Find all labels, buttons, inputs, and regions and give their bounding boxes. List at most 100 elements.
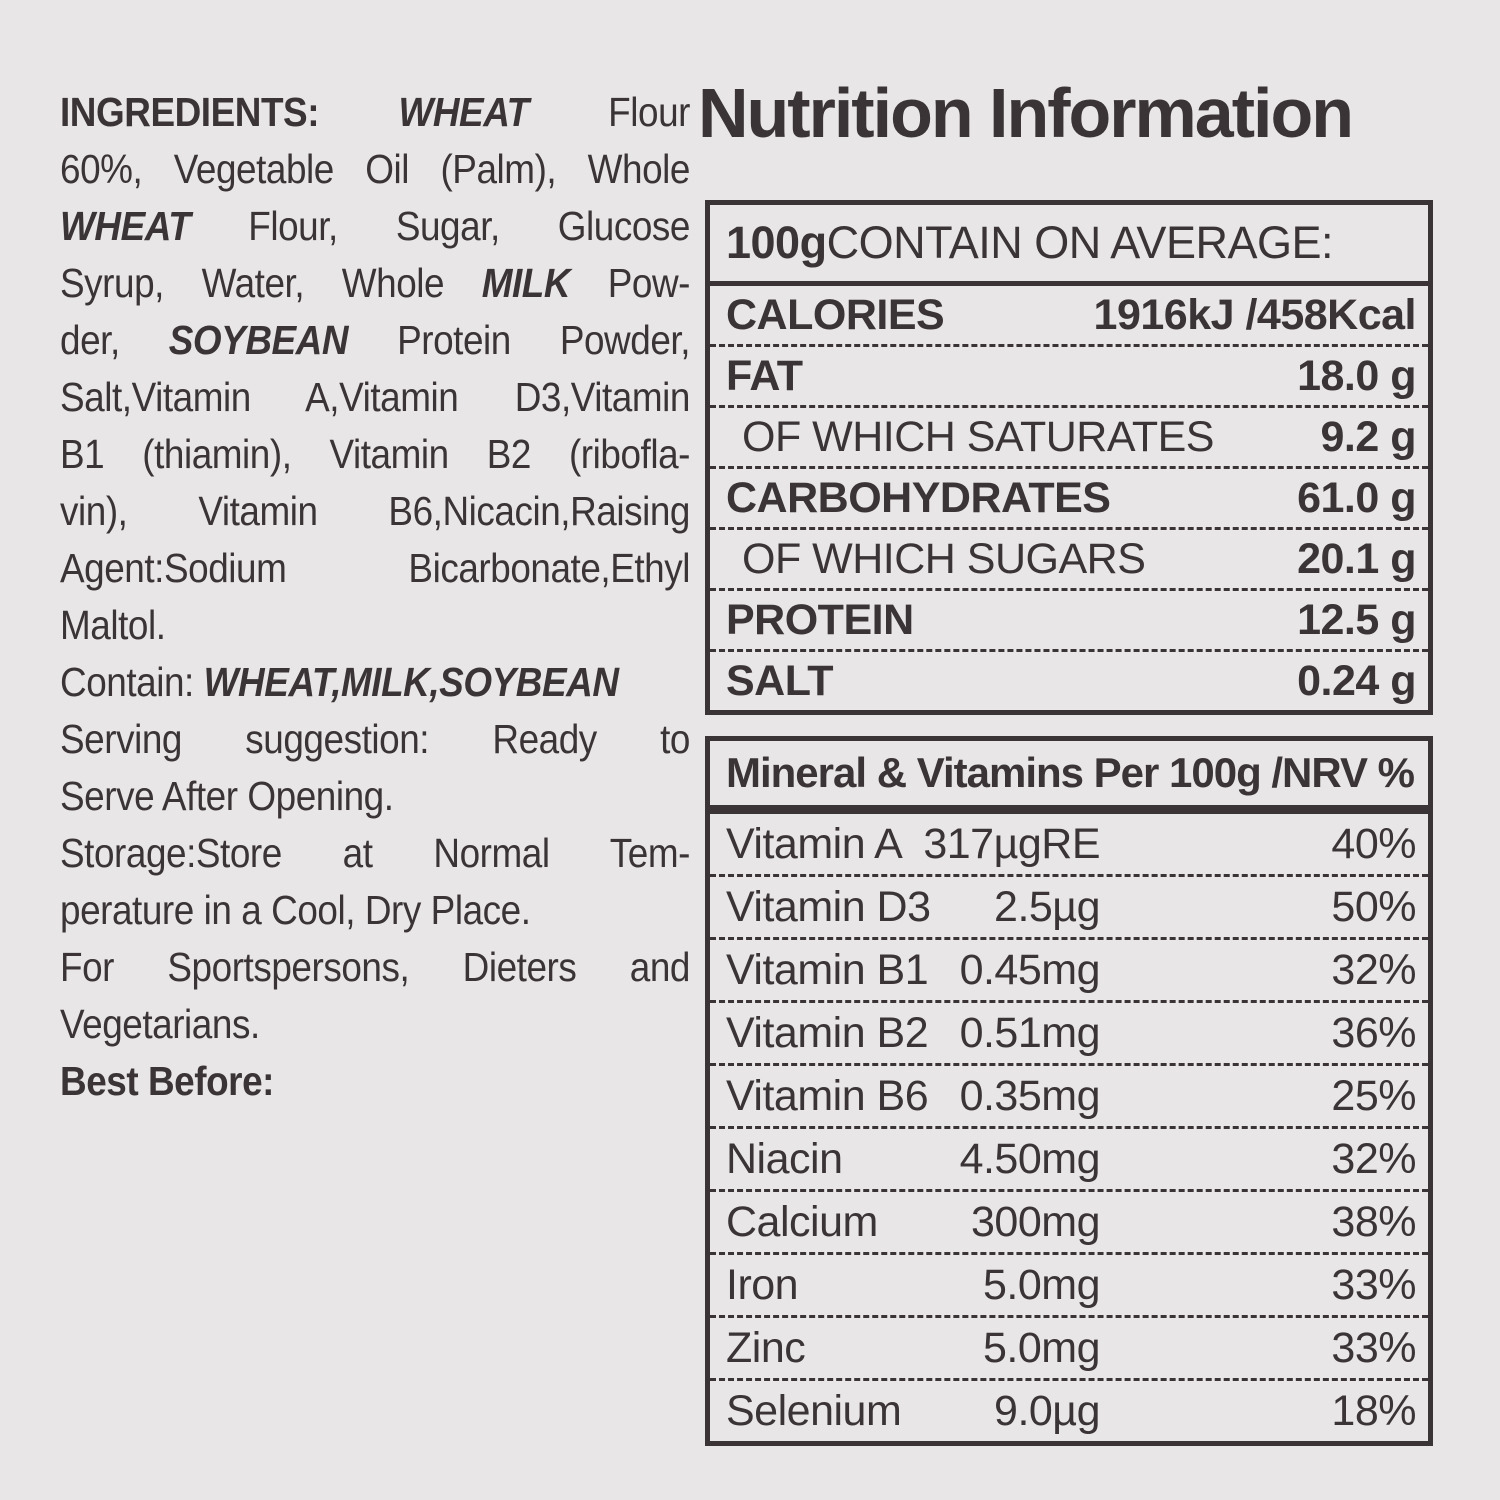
row-value: 0.35mg [959,1071,1101,1120]
ingredient-line: Syrup, Water, Whole MILK Pow- [60,255,690,312]
row-value: 0.45mg [959,945,1101,994]
row-value: 4.50mg [959,1134,1101,1183]
ingredient-segment: WHEAT,MILK,SOYBEAN [203,659,619,705]
ingredient-line: Storage:Store at Normal Tem- [60,825,690,882]
row-nrv-percent: 33% [1331,1260,1416,1309]
ingredient-segment: Agent:Sodium Bicarbonate,Ethyl [60,545,690,591]
row-value: 5.0mg [982,1260,1101,1309]
row-value: 20.1 g [1297,534,1416,583]
row-nrv-percent: 36% [1331,1008,1416,1057]
serving-size: 100g [726,217,827,268]
mineral-row: Selenium 9.0µg 18% [710,1381,1428,1441]
row-label: Vitamin D3 [726,882,931,931]
mineral-row: Vitamin B2 0.51mg 36% [710,1003,1428,1066]
row-label: SALT [726,656,834,705]
mineral-row: Vitamin B1 0.45mg 32% [710,940,1428,1003]
row-value: 9.2 g [1320,412,1417,461]
ingredient-segment: B1 (thiamin), Vitamin B2 (ribofla- [60,431,690,477]
nutrition-row: FAT 18.0 g [710,347,1428,408]
ingredient-segment: SOYBEAN [168,317,349,363]
row-label: Vitamin A [726,819,903,868]
mineral-row: Iron 5.0mg 33% [710,1255,1428,1318]
row-label: OF WHICH SATURATES [742,412,1214,461]
ingredient-line: Agent:Sodium Bicarbonate,Ethyl [60,540,690,597]
row-label: OF WHICH SUGARS [742,534,1146,583]
minerals-rows: Vitamin A 317µgRE 40% Vitamin D3 2.5µg 50% Vit… [710,814,1428,1441]
per-100g-table-header: 100g CONTAIN ON AVERAGE: [710,205,1428,286]
per-100g-header-text: CONTAIN ON AVERAGE: [826,217,1334,268]
mineral-row: Niacin 4.50mg 32% [710,1129,1428,1192]
ingredient-segment: Protein Powder, [348,317,691,363]
row-label: Calcium [726,1197,878,1246]
nutrition-row: OF WHICH SUGARS 20.1 g [710,530,1428,591]
ingredients-text: INGREDIENTS: WHEAT Flour 60%, Vegetable O… [60,84,690,1110]
ingredient-line: der, SOYBEAN Protein Powder, [60,312,690,369]
ingredient-segment: WHEAT [398,89,529,135]
row-value: 0.24 g [1297,656,1416,705]
row-nrv-percent: 18% [1331,1386,1416,1435]
row-nrv-percent: 32% [1331,945,1416,994]
ingredient-line: INGREDIENTS: WHEAT Flour [60,84,690,141]
minerals-header-nrv: /NRV % [1271,749,1415,796]
per-100g-rows: CALORIES 1916kJ /458Kcal FAT 18.0 g OF WHICH… [710,286,1428,710]
row-value: 0.51mg [959,1008,1101,1057]
ingredient-segment: WHEAT [60,203,191,249]
ingredient-segment: Flour, Sugar, Glucose [190,203,690,249]
ingredient-line: B1 (thiamin), Vitamin B2 (ribofla- [60,426,690,483]
row-label: Vitamin B2 [726,1008,929,1057]
ingredient-segment: perature in a Cool, Dry Place. [60,887,531,933]
nutrition-title: Nutrition Information [698,74,1354,152]
minerals-header-title: Mineral & Vitamins [726,749,1084,796]
row-label: FAT [726,351,803,400]
row-value: 12.5 g [1297,595,1416,644]
ingredient-line: Maltol. [60,597,690,654]
row-label: CARBOHYDRATES [726,473,1111,522]
row-label: Niacin [726,1134,843,1183]
row-label: CALORIES [726,290,945,339]
row-label: Vitamin B1 [726,945,929,994]
ingredient-segment: MILK [481,260,571,306]
row-nrv-percent: 38% [1331,1197,1416,1246]
ingredient-segment: Maltol. [60,602,166,648]
ingredient-line: Contain: WHEAT,MILK,SOYBEAN [60,654,690,711]
ingredient-line: Serving suggestion: Ready to [60,711,690,768]
ingredient-line: Vegetarians. [60,996,690,1053]
row-label: Vitamin B6 [726,1071,929,1120]
row-nrv-percent: 33% [1331,1323,1416,1372]
ingredient-segment: For Sportspersons, Dieters and [60,944,690,990]
ingredient-segment: Pow- [570,260,691,306]
row-label: PROTEIN [726,595,914,644]
row-value: 2.5µg [994,882,1100,931]
ingredient-segment: Serve After Opening. [60,773,394,819]
ingredient-line: Best Before: [60,1053,690,1110]
row-label: Zinc [726,1323,806,1372]
ingredient-line: perature in a Cool, Dry Place. [60,882,690,939]
per-100g-table: 100g CONTAIN ON AVERAGE: CALORIES 1916kJ … [705,200,1433,715]
ingredient-segment: Storage:Store at Normal Tem- [60,830,690,876]
mineral-row: Vitamin D3 2.5µg 50% [710,877,1428,940]
ingredient-line: vin), Vitamin B6,Nicacin,Raising [60,483,690,540]
nutrition-row: PROTEIN 12.5 g [710,591,1428,652]
mineral-row: Zinc 5.0mg 33% [710,1318,1428,1381]
ingredient-segment: Best Before: [60,1058,275,1104]
row-value: 5.0mg [982,1323,1101,1372]
ingredient-segment: Vegetarians. [60,1001,260,1047]
row-value: 300mg [971,1197,1100,1246]
row-nrv-percent: 25% [1331,1071,1416,1120]
nutrition-row: SALT 0.24 g [710,652,1428,710]
minerals-header-per100g: Per 100g [1093,749,1262,796]
row-label: Iron [726,1260,799,1309]
ingredient-segment: Contain: [60,659,204,705]
ingredient-segment: Salt,Vitamin A,Vitamin D3,Vitamin [60,374,690,420]
ingredient-segment: vin), Vitamin B6,Nicacin,Raising [60,488,690,534]
ingredient-line: WHEAT Flour, Sugar, Glucose [60,198,690,255]
row-value: 317µgRE [923,819,1100,868]
nutrition-row: CARBOHYDRATES 61.0 g [710,469,1428,530]
ingredient-line: 60%, Vegetable Oil (Palm), Whole [60,141,690,198]
ingredient-line: Serve After Opening. [60,768,690,825]
ingredient-segment: Serving suggestion: Ready to [60,716,690,762]
minerals-table: Mineral & Vitamins Per 100g /NRV % Vitam… [705,736,1433,1446]
mineral-row: Vitamin A 317µgRE 40% [710,814,1428,877]
ingredient-segment: der, [60,317,169,363]
